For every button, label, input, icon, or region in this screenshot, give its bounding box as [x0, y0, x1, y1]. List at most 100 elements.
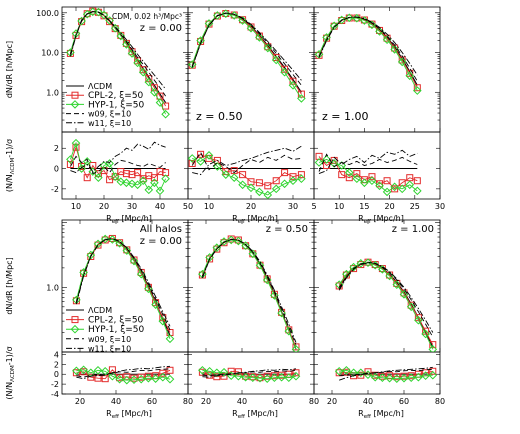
series-point-2: [383, 34, 391, 42]
residual-frame: [313, 351, 441, 395]
residual-frame: [187, 131, 315, 200]
residual-line-5: [70, 141, 166, 174]
series-point-3: [122, 246, 132, 255]
residual-line-5: [339, 366, 433, 381]
residual-point-2: [383, 177, 391, 185]
residual-point-3: [390, 182, 399, 192]
residual-point-3: [219, 367, 229, 377]
series-point-3: [116, 31, 126, 41]
x-axis-label-subscript: eff: [238, 414, 245, 420]
residual-point-3: [399, 373, 409, 383]
x-tick-label: 40: [363, 397, 373, 406]
x-axis-label-part: R: [358, 409, 364, 418]
residual-point-3: [88, 167, 98, 176]
residual-point-2: [338, 171, 346, 179]
residual-point-2: [272, 177, 280, 185]
residual-point-3: [138, 176, 148, 186]
residual-frame: [313, 131, 441, 200]
legend-marker: [71, 316, 79, 324]
residual-point-3: [297, 174, 306, 184]
residual-point-3: [288, 176, 298, 186]
residual-point-2: [100, 167, 108, 175]
residual-point-3: [397, 184, 407, 194]
series-line-5: [75, 238, 171, 327]
series-point-3: [262, 275, 272, 285]
residual-point-3: [205, 366, 214, 376]
residual-point-2: [150, 174, 158, 182]
series-point-3: [77, 16, 86, 26]
panel-top-3: 5 10 15 20 25 30 Reff [Mpc/h] z = 1.00: [311, 6, 445, 225]
residual-line-5: [318, 149, 418, 175]
residual-point-2: [263, 372, 271, 380]
residual-point-3: [255, 373, 265, 383]
series-group: [188, 9, 306, 103]
residual-point-3: [280, 179, 289, 189]
residual-point-2: [353, 170, 361, 178]
legend-label: CPL-2, ξ=50: [88, 91, 144, 101]
series-point-3: [127, 49, 137, 58]
series-point-3: [138, 67, 148, 77]
x-axis-label: Reff [Mpc/h]: [106, 409, 152, 420]
residual-point-3: [263, 190, 273, 199]
series-point-3: [297, 94, 306, 103]
series-line-5: [69, 11, 166, 90]
residual-point-2: [400, 372, 408, 380]
series-point-3: [165, 334, 175, 344]
series-line-1: [201, 238, 297, 350]
residual-point-3: [165, 374, 175, 384]
residual-line-5: [192, 145, 302, 176]
x-tick-label: 40: [237, 397, 247, 406]
residual-group: [72, 365, 175, 385]
series-line-2: [201, 238, 297, 348]
resid-y-tick-label: 2: [54, 360, 59, 369]
residual-point-3: [342, 365, 351, 375]
series-point-3: [133, 58, 142, 68]
y-tick-label: 1.0: [46, 283, 59, 292]
series-point-3: [291, 345, 301, 352]
x-axis-label-subscript: eff: [364, 414, 371, 420]
x-axis-label: Reff [Mpc/h]: [106, 214, 152, 225]
x-tick-label: 40: [111, 397, 121, 406]
residual-line-2: [191, 153, 302, 187]
residual-axis-label-part: (N/N: [5, 382, 14, 400]
x-tick-label: 80: [309, 397, 319, 406]
panel-annotation: CDM, 0.02 h³/Mpc³: [112, 12, 182, 21]
residual-point-3: [234, 371, 243, 381]
y-tick-label: 1.0: [46, 88, 59, 97]
x-axis-label-part: [Mpc/h]: [245, 214, 278, 223]
residual-point-3: [248, 373, 258, 383]
x-tick-label: 10: [204, 202, 214, 211]
residual-point-3: [127, 179, 137, 189]
residual-axis-label-subscript: ΛCDM: [10, 365, 16, 382]
residual-point-2: [137, 373, 145, 381]
residual-point-3: [284, 373, 294, 383]
residual-point-2: [368, 173, 376, 181]
main-frame: [313, 219, 441, 353]
x-axis-label-part: [Mpc/h]: [371, 214, 404, 223]
x-axis-label: Reff [Mpc/h]: [232, 409, 278, 420]
x-tick-label: 10: [334, 202, 344, 211]
series-point-3: [271, 55, 281, 65]
residual-point-3: [79, 365, 88, 375]
series-point-3: [122, 40, 131, 49]
legend-label: w11, ξ=10: [88, 119, 131, 128]
residual-point-3: [129, 375, 139, 384]
series-line-4: [201, 239, 297, 345]
panel-annotation: z = 1.00: [392, 224, 434, 235]
residual-point-2: [227, 367, 235, 375]
residual-point-3: [198, 365, 207, 375]
series-point-2: [398, 56, 406, 64]
series-point-3: [413, 86, 422, 95]
residual-group: [314, 149, 422, 197]
series-group: [314, 13, 422, 95]
panel-bottom-2: 20 40 60 80 Reff [Mpc/h] z = 0.50: [187, 219, 319, 420]
residual-point-3: [262, 374, 272, 383]
series-point-3: [129, 256, 139, 266]
residual-point-3: [349, 368, 358, 378]
series-point-3: [421, 329, 430, 339]
panel-annotation: z = 0.50: [196, 110, 242, 123]
residual-point-2: [371, 371, 379, 379]
residual-point-3: [344, 168, 354, 177]
